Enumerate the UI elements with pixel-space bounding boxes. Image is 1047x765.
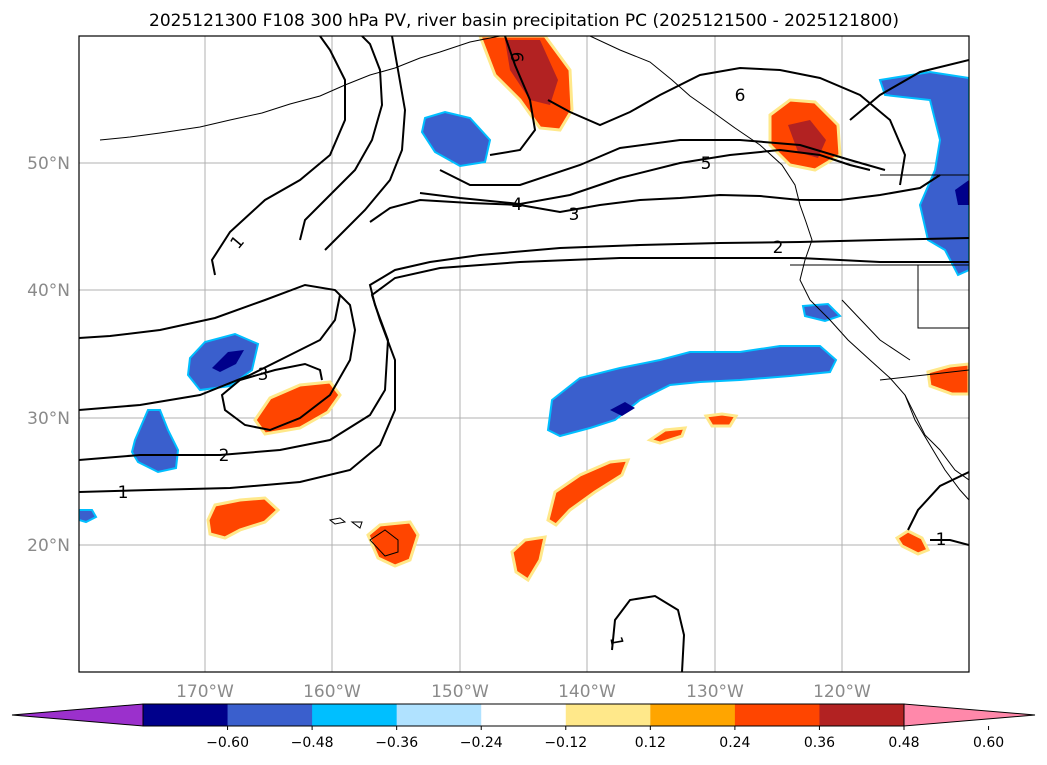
contour-label: 4 [512, 195, 523, 215]
colorbar-tick-label: 0.36 [804, 735, 835, 751]
colorbar-extend-min [11, 703, 144, 727]
precip-strong-positive-area [505, 40, 558, 105]
pv-contour-2 [79, 294, 341, 411]
pv-contour-5 [849, 59, 969, 121]
precip-negative-area [878, 70, 969, 277]
contour-label: 1 [936, 530, 947, 550]
lat-label: 40°N [27, 281, 70, 301]
coastlines [99, 36, 969, 557]
precip-strong-negative-area [212, 350, 244, 372]
pv-contour-1 [210, 36, 346, 276]
precipitation-shading [79, 36, 969, 583]
baja-coast [904, 394, 969, 501]
pv-contour-1 [907, 471, 969, 531]
precip-strong-negative-area [955, 180, 969, 205]
pv-contour-3 [79, 283, 357, 432]
colorbar-tick-label: −0.48 [291, 735, 334, 751]
pv-contour-3 [369, 174, 941, 223]
colorbar-segment [819, 704, 905, 726]
colorbar-tick-label: −0.24 [460, 735, 503, 751]
colorbar-segment [396, 704, 482, 726]
precip-positive-area [703, 412, 739, 428]
colorbar-segment [481, 704, 567, 726]
precip-strong-positive-area [788, 120, 826, 158]
precip-negative-area [420, 110, 492, 168]
contour-label: 5 [701, 154, 712, 174]
map-title: 2025121300 F108 300 hPa PV, river basin … [149, 11, 899, 31]
contour-label: 6 [506, 52, 526, 63]
colorbar-tick-label: −0.12 [544, 735, 587, 751]
colorbar-segment [565, 704, 651, 726]
colorbar-outline [142, 703, 905, 727]
precip-positive-area [894, 529, 931, 556]
contour-label: 1 [118, 483, 129, 503]
hawaii-island [369, 529, 399, 557]
colorbar-segment [650, 704, 736, 726]
pv-contour-6 [489, 36, 537, 156]
contour-label: 2 [773, 238, 784, 258]
pv-contour-6 [547, 66, 907, 186]
colorbar-segment [143, 704, 229, 726]
map-frame [78, 35, 970, 673]
pv-contour-4 [419, 148, 871, 206]
lon-label: 150°W [431, 682, 489, 702]
colorbar-segment [734, 704, 820, 726]
latitude-labels: 50°N 40°N 30°N 20°N [27, 154, 70, 556]
contour-label: 2 [219, 446, 230, 466]
pv-contours [79, 36, 969, 672]
pv-contour-1 [611, 594, 686, 672]
precip-negative-area [79, 509, 98, 524]
hawaii-island [328, 517, 347, 525]
precip-negative-area [801, 302, 842, 323]
pv-contour-1 [930, 539, 969, 546]
colorbar-extend-max [903, 703, 1036, 727]
aleutian-coast [99, 36, 501, 141]
pv-contour-1 [79, 237, 969, 461]
colorbar-tick-label: −0.60 [206, 735, 249, 751]
north-america-coast [589, 36, 969, 481]
map-panel: 1 2 3 4 5 6 1 2 3 1 1 6 [78, 35, 970, 673]
pv-contour-2 [324, 36, 407, 251]
colorbar-tick-label: 0.24 [719, 735, 750, 751]
lat-label: 20°N [27, 536, 70, 556]
colorbar: −0.60 −0.48 −0.36 −0.24 −0.12 0.12 0.24 0.36 0.4… [11, 703, 1036, 751]
lon-label: 160°W [303, 682, 361, 702]
pv-contour-1 [79, 257, 969, 493]
contour-label: 3 [258, 365, 269, 385]
colorbar-tick-label: 0.48 [888, 735, 919, 751]
precip-positive-area [646, 426, 688, 445]
lon-label: 170°W [176, 682, 234, 702]
precip-positive-area [253, 380, 342, 436]
lon-label: 140°W [558, 682, 616, 702]
lat-label: 50°N [27, 154, 70, 174]
precip-negative-area [130, 409, 180, 474]
colorbar-segment [312, 704, 398, 726]
state-border [917, 265, 969, 329]
us-mexico-border [879, 369, 969, 381]
colorbar-tick-label: 0.12 [635, 735, 666, 751]
precip-positive-area [546, 458, 631, 527]
lon-label: 120°W [813, 682, 871, 702]
colorbar-tick-label: 0.60 [973, 735, 1004, 751]
precip-strong-negative-area [610, 402, 635, 416]
hawaii-island [350, 521, 363, 529]
contour-label: 3 [569, 205, 580, 225]
pv-contour-5 [439, 139, 886, 186]
pv-contour-2 [299, 36, 384, 241]
contour-label: 1 [605, 635, 627, 649]
longitude-labels: 170°W 160°W 150°W 140°W 130°W 120°W [176, 682, 871, 702]
precip-positive-area [510, 535, 547, 583]
colorbar-tick-label: −0.36 [375, 735, 418, 751]
contour-label: 6 [735, 86, 746, 106]
precip-positive-area [206, 496, 281, 540]
state-border [841, 299, 911, 361]
colorbar-segment [227, 704, 313, 726]
lon-label: 130°W [686, 682, 744, 702]
lat-label: 30°N [27, 409, 70, 429]
